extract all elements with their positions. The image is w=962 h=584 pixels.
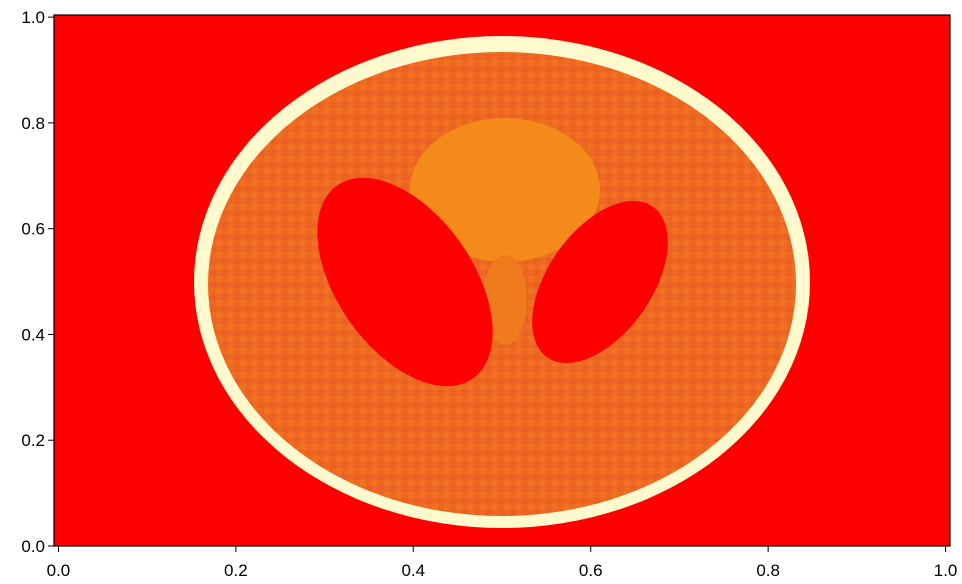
chart: 0.0 0.2 0.4 0.6 0.8 1.0 0.0 0.2 0.4 0.6 0.8 1.0 (0, 0, 962, 584)
y-tick-label: 0.4 (21, 325, 45, 344)
x-tick-label: 1.0 (934, 561, 958, 580)
x-tick-label: 0.4 (401, 561, 425, 580)
x-tick-label: 0.0 (47, 561, 71, 580)
y-tick-label: 0.2 (21, 431, 45, 450)
image (54, 15, 950, 546)
y-tick-label: 0.8 (21, 114, 45, 133)
y-tick-label: 0.6 (21, 220, 45, 239)
y-tick-label: 1.0 (21, 8, 45, 27)
y-tick-label: 0.0 (21, 537, 45, 556)
x-tick-label: 0.6 (579, 561, 603, 580)
x-tick-label: 0.2 (224, 561, 248, 580)
x-tick-label: 0.8 (756, 561, 780, 580)
